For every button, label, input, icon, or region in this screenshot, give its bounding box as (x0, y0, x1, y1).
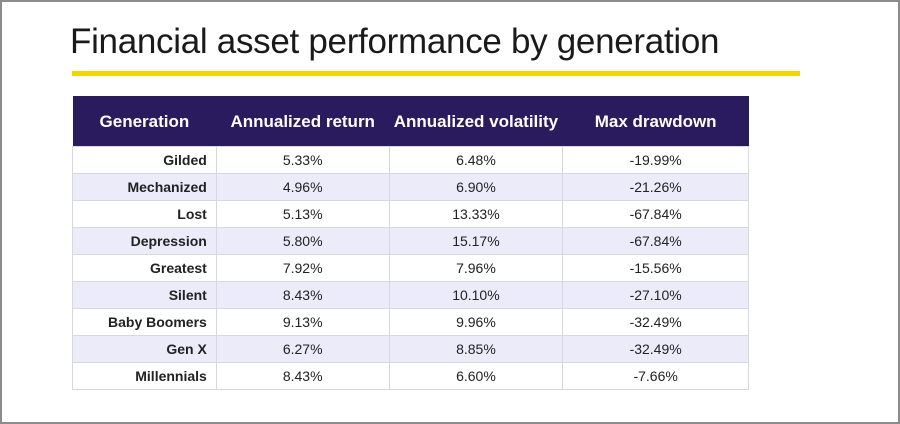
table-row: Depression 5.80% 15.17% -67.84% (72, 227, 749, 255)
cell-generation: Mechanized (72, 173, 217, 201)
cell-return: 6.27% (215, 335, 390, 363)
cell-volatility: 6.90% (388, 173, 564, 201)
cell-return: 8.43% (215, 281, 390, 309)
cell-return: 8.43% (215, 362, 390, 390)
table-row: Baby Boomers 9.13% 9.96% -32.49% (72, 308, 749, 336)
table-row: Mechanized 4.96% 6.90% -21.26% (72, 173, 749, 201)
table-row: Greatest 7.92% 7.96% -15.56% (72, 254, 749, 282)
table-body: Gilded 5.33% 6.48% -19.99% Mechanized 4.… (72, 146, 749, 390)
table-row: Millennials 8.43% 6.60% -7.66% (72, 362, 749, 390)
cell-drawdown: -7.66% (562, 362, 749, 390)
header-generation: Generation (72, 96, 217, 147)
title-underline (72, 71, 800, 76)
cell-generation: Gilded (72, 146, 217, 174)
table-row: Gilded 5.33% 6.48% -19.99% (72, 146, 749, 174)
cell-drawdown: -19.99% (562, 146, 749, 174)
cell-volatility: 6.60% (388, 362, 564, 390)
cell-drawdown: -67.84% (562, 227, 749, 255)
cell-drawdown: -21.26% (562, 173, 749, 201)
header-row: Generation Annualized return Annualized … (72, 96, 749, 147)
cell-generation: Greatest (72, 254, 217, 282)
cell-generation: Gen X (72, 335, 217, 363)
cell-return: 5.13% (215, 200, 390, 228)
table-row: Silent 8.43% 10.10% -27.10% (72, 281, 749, 309)
cell-return: 9.13% (215, 308, 390, 336)
cell-return: 5.33% (215, 146, 390, 174)
table-row: Gen X 6.27% 8.85% -32.49% (72, 335, 749, 363)
header-max-drawdown: Max drawdown (562, 96, 749, 147)
table-row: Lost 5.13% 13.33% -67.84% (72, 200, 749, 228)
cell-generation: Baby Boomers (72, 308, 217, 336)
cell-volatility: 9.96% (388, 308, 564, 336)
cell-volatility: 10.10% (388, 281, 564, 309)
header-annualized-return: Annualized return (216, 96, 390, 147)
header-annualized-volatility: Annualized volatility (389, 96, 563, 147)
cell-drawdown: -27.10% (562, 281, 749, 309)
cell-volatility: 15.17% (388, 227, 564, 255)
cell-generation: Lost (72, 200, 217, 228)
cell-drawdown: -15.56% (562, 254, 749, 282)
performance-table: Generation Annualized return Annualized … (72, 96, 749, 390)
cell-volatility: 6.48% (388, 146, 564, 174)
cell-volatility: 13.33% (388, 200, 564, 228)
cell-generation: Silent (72, 281, 217, 309)
cell-drawdown: -32.49% (562, 308, 749, 336)
cell-return: 4.96% (215, 173, 390, 201)
cell-drawdown: -32.49% (562, 335, 749, 363)
cell-generation: Millennials (72, 362, 217, 390)
cell-return: 5.80% (215, 227, 390, 255)
page-title: Financial asset performance by generatio… (70, 22, 720, 61)
cell-volatility: 7.96% (388, 254, 564, 282)
cell-volatility: 8.85% (388, 335, 564, 363)
table-header: Generation Annualized return Annualized … (72, 96, 749, 147)
cell-return: 7.92% (215, 254, 390, 282)
cell-drawdown: -67.84% (562, 200, 749, 228)
cell-generation: Depression (72, 227, 217, 255)
